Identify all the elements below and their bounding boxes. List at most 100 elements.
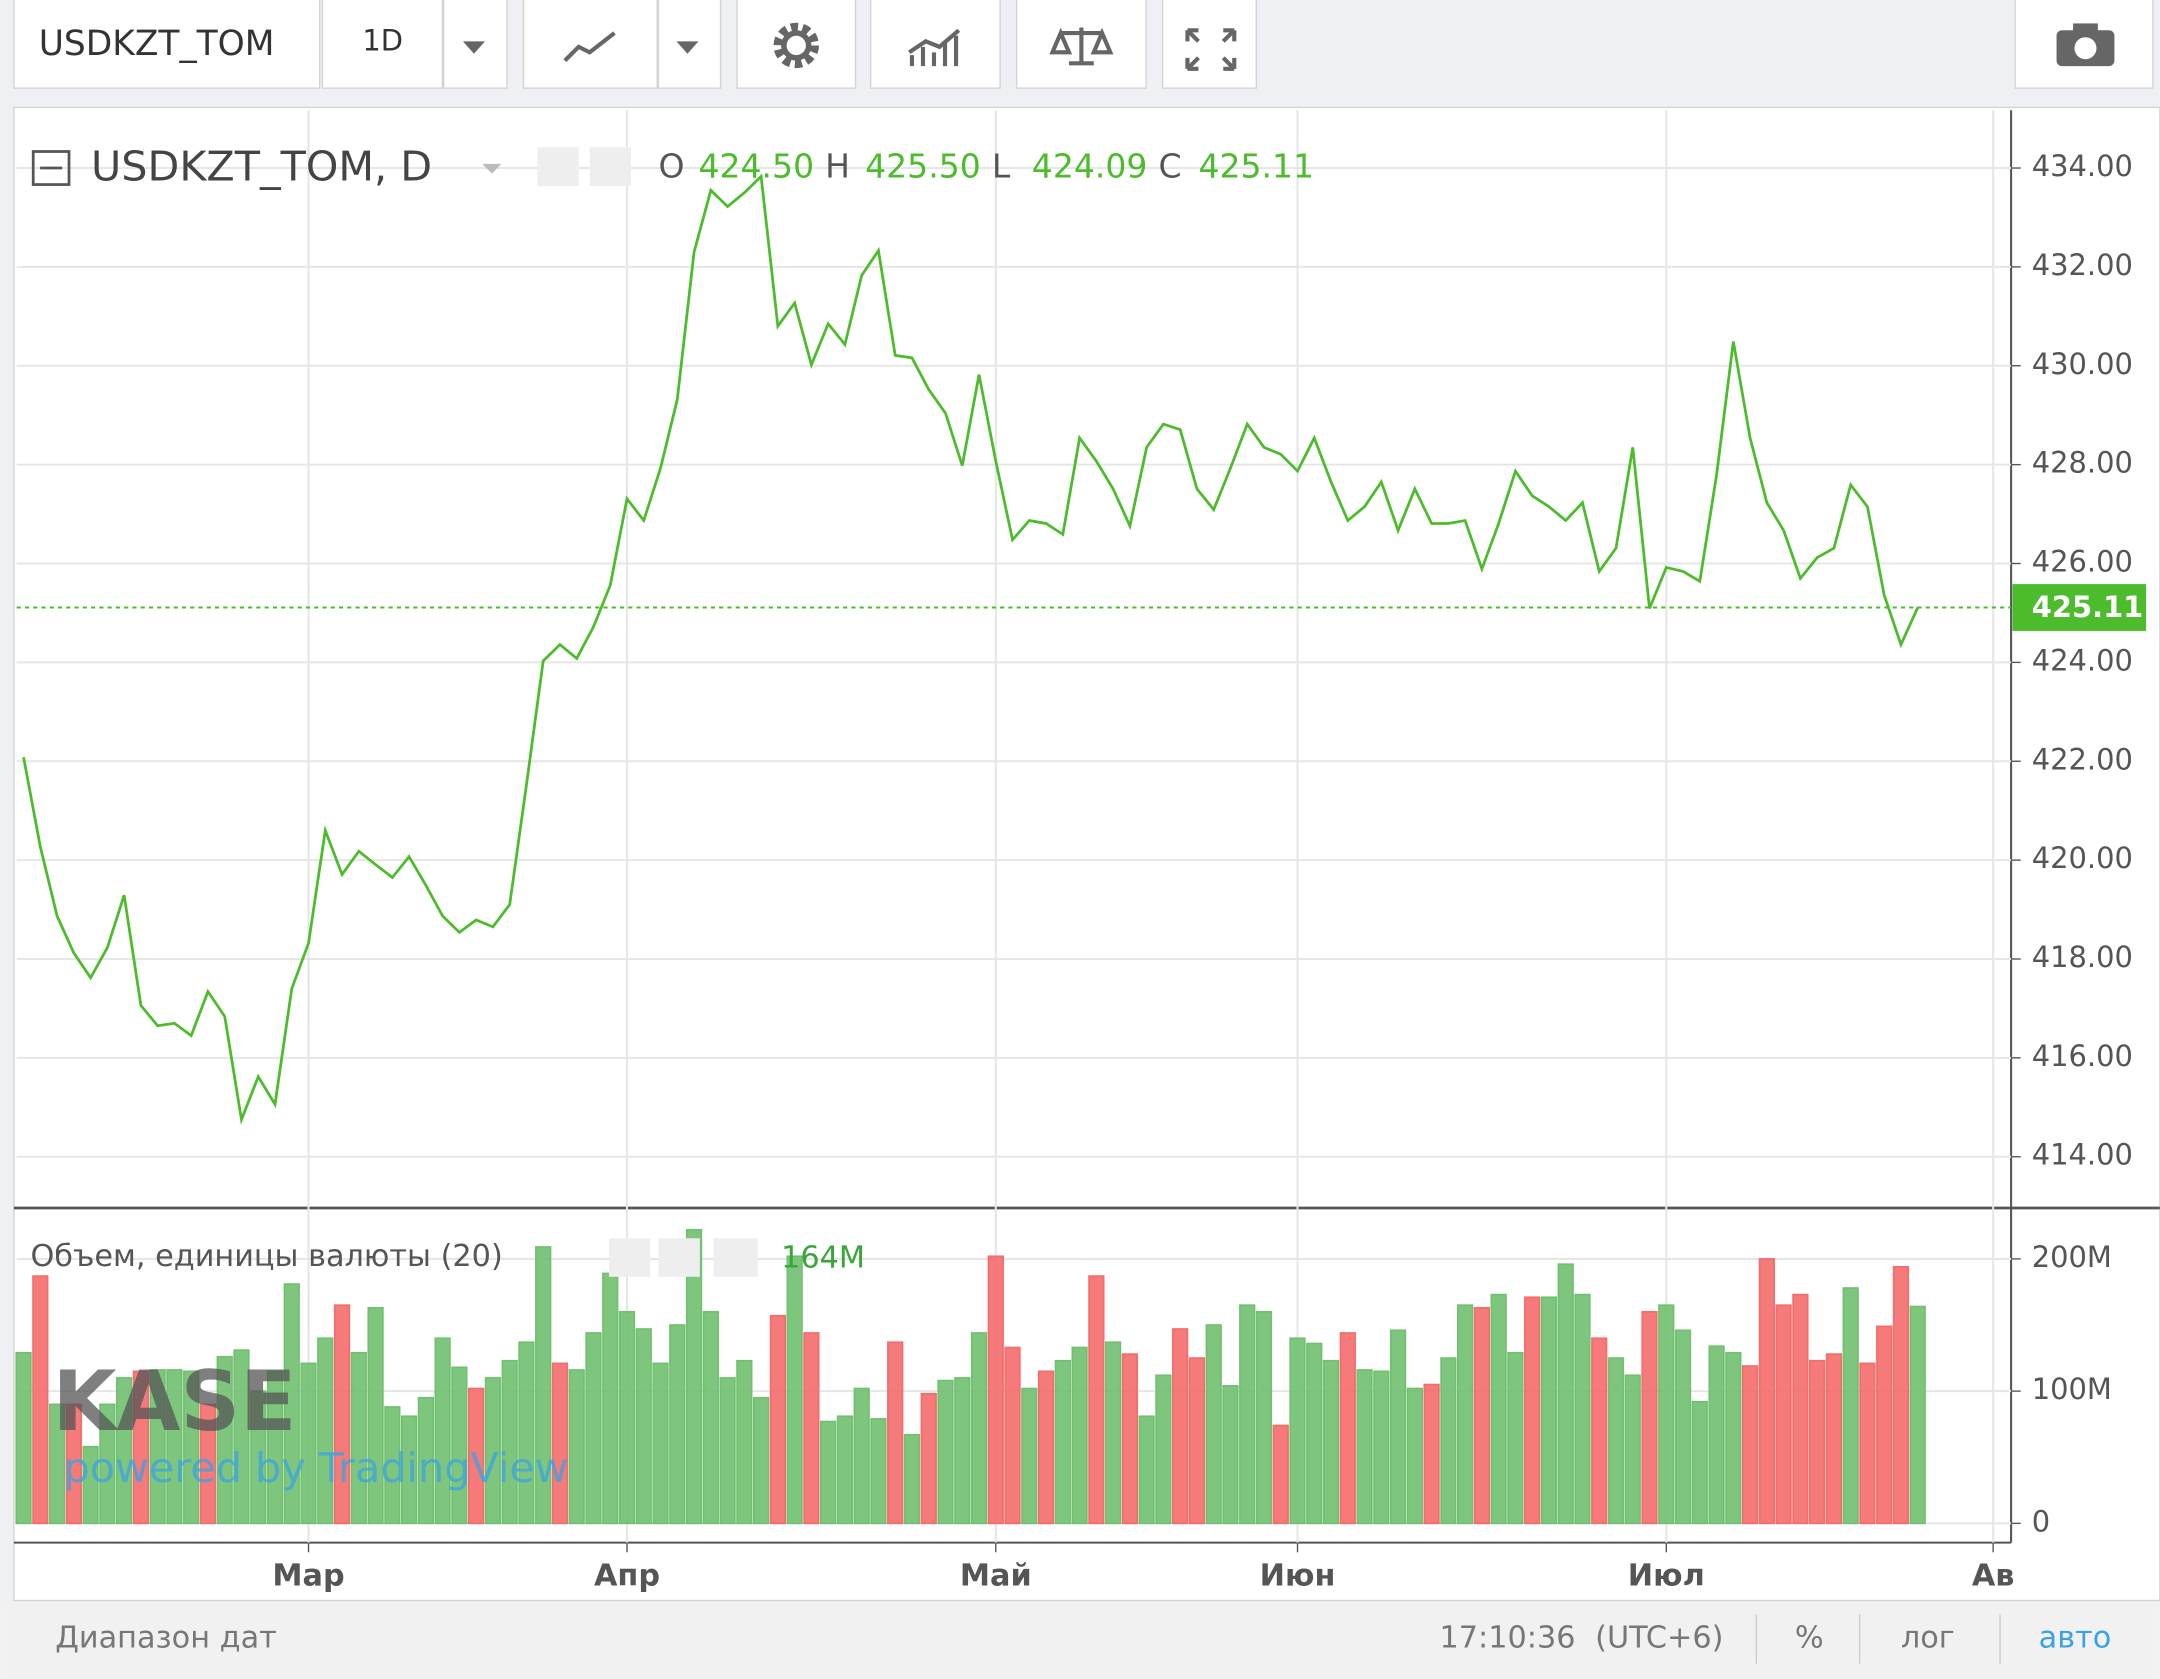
volume-bar xyxy=(987,1255,1004,1525)
volume-bar xyxy=(1289,1337,1306,1525)
volume-bar xyxy=(384,1406,401,1525)
volume-bar xyxy=(1607,1357,1625,1525)
volume-bar xyxy=(1591,1337,1608,1525)
chart-style-button[interactable] xyxy=(522,0,658,89)
volume-bar xyxy=(300,1362,317,1525)
volume-bar xyxy=(1255,1310,1273,1525)
volume-bar xyxy=(1188,1357,1206,1525)
volume-bar xyxy=(937,1379,954,1525)
volume-bar xyxy=(551,1362,569,1525)
volume-bar xyxy=(1708,1345,1725,1525)
volume-bar xyxy=(752,1396,770,1525)
volume-bar xyxy=(82,1445,99,1525)
volume-bar xyxy=(1138,1415,1155,1525)
series-title: USDKZT_TOM, D xyxy=(91,142,432,190)
volume-bar xyxy=(1356,1369,1373,1525)
volume-bar xyxy=(1272,1424,1289,1525)
y-tick-label: 100M xyxy=(2032,1372,2112,1406)
volume-bar xyxy=(1725,1351,1742,1525)
volume-bar xyxy=(1691,1400,1708,1525)
volume-bar xyxy=(283,1283,300,1525)
volume-bar xyxy=(317,1337,334,1525)
volume-bar xyxy=(1306,1342,1323,1525)
volume-bar xyxy=(1540,1296,1558,1525)
volume-bar xyxy=(786,1255,803,1525)
camera-icon xyxy=(2074,37,2097,60)
volume-bar xyxy=(1909,1305,1926,1525)
volume-bar xyxy=(836,1415,854,1525)
volume-bar xyxy=(1322,1359,1340,1525)
volume-bar xyxy=(1423,1383,1440,1525)
caret xyxy=(676,41,699,54)
ohlc-value: 425.11 xyxy=(1198,147,1314,186)
gear-icon xyxy=(773,22,819,69)
footer: Диапазон дат 17:10:36 (UTC+6) % лог авто xyxy=(0,1601,2160,1679)
volume-bar xyxy=(183,1370,200,1525)
eye-icon[interactable] xyxy=(537,147,579,186)
price-line xyxy=(22,173,1919,1125)
interval-button[interactable] xyxy=(321,0,443,89)
y-tick-label: 426.00 xyxy=(2032,545,2133,579)
last-price-tag xyxy=(2012,584,2147,631)
clock: 17:10:36 xyxy=(1439,1621,1575,1656)
volume-bar xyxy=(618,1310,636,1525)
volume-bar xyxy=(1389,1329,1407,1525)
ohlc-key: O xyxy=(659,147,685,186)
volume-bar xyxy=(99,1403,116,1525)
y-tick-label: 200M xyxy=(2032,1240,2112,1274)
collapse-icon[interactable] xyxy=(31,150,71,186)
volume-bar xyxy=(1557,1263,1574,1525)
volume-bar xyxy=(1406,1387,1423,1525)
volume-bar xyxy=(1641,1310,1658,1525)
volume-bar xyxy=(1373,1370,1390,1525)
volume-bar xyxy=(1172,1328,1189,1525)
settings-button[interactable] xyxy=(736,0,857,89)
volume-bar xyxy=(1574,1293,1591,1525)
tagline: powered by TradingView xyxy=(64,1444,569,1492)
ohlc-key: H xyxy=(825,147,850,186)
line-icon xyxy=(563,31,616,63)
volume-bar xyxy=(954,1377,971,1525)
volume-bar xyxy=(48,1403,66,1525)
volume-bar xyxy=(1339,1332,1356,1525)
logo: KASE xyxy=(52,1354,296,1450)
volume-bar xyxy=(1758,1258,1775,1525)
settings-icon[interactable] xyxy=(589,147,631,186)
date-range[interactable]: Диапазон дат xyxy=(55,1621,277,1656)
auto-toggle[interactable]: авто xyxy=(2039,1621,2112,1656)
plot xyxy=(15,173,2012,1525)
gear-icon xyxy=(781,30,812,61)
volume-bar xyxy=(367,1307,384,1525)
log-toggle[interactable]: лог xyxy=(1901,1621,1955,1656)
volume-bar xyxy=(1524,1296,1541,1525)
volume-bar xyxy=(1674,1329,1692,1525)
remove-icon[interactable] xyxy=(713,1238,758,1277)
volume-value: 164M xyxy=(781,1240,865,1275)
timezone[interactable]: (UTC+6) xyxy=(1595,1621,1723,1656)
y-tick-label: 418.00 xyxy=(2032,940,2133,974)
volume-bar xyxy=(1741,1365,1759,1525)
volume-bar xyxy=(1004,1346,1021,1525)
y-tick-label: 414.00 xyxy=(2032,1138,2133,1172)
volume-bar xyxy=(15,1351,32,1525)
volume-bar xyxy=(1071,1346,1088,1525)
settings-icon[interactable] xyxy=(658,1238,700,1277)
volume-bar xyxy=(266,1370,284,1525)
volume-bar xyxy=(1222,1385,1239,1525)
eye-icon[interactable] xyxy=(608,1238,651,1277)
symbol-button[interactable] xyxy=(13,0,321,89)
volume-bar xyxy=(1104,1341,1122,1525)
volume-bar xyxy=(1490,1293,1507,1525)
volume-bar xyxy=(518,1341,535,1525)
caret xyxy=(482,163,502,174)
volume-bar xyxy=(132,1370,150,1525)
volume-bar xyxy=(1775,1304,1792,1525)
percent-toggle[interactable]: % xyxy=(1795,1621,1824,1656)
volume-bar xyxy=(501,1359,518,1525)
ohlc-key: C xyxy=(1159,147,1182,186)
volume-bar xyxy=(116,1377,133,1525)
volume-bar xyxy=(970,1332,988,1525)
fullscreen-button[interactable] xyxy=(1161,0,1257,89)
ohlc-value: 425.50 xyxy=(865,147,981,186)
y-tick-label: 0 xyxy=(2032,1504,2050,1538)
